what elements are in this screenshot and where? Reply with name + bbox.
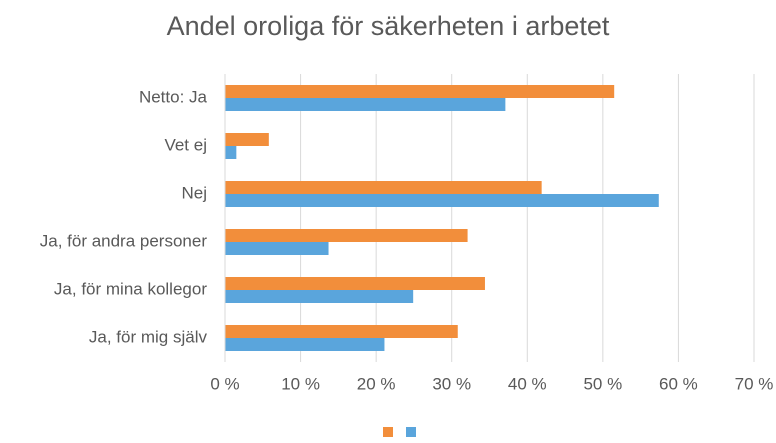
y-tick-label: Ja, för andra personer bbox=[40, 231, 208, 250]
y-tick-label: Netto: Ja bbox=[139, 87, 208, 106]
x-tick-label: 10 % bbox=[281, 374, 320, 393]
x-tick-label: 0 % bbox=[210, 374, 239, 393]
x-tick-label: 60 % bbox=[659, 374, 698, 393]
y-tick-label: Ja, för mina kollegor bbox=[54, 279, 207, 298]
y-tick-label: Ja, för mig själv bbox=[89, 327, 208, 346]
legend-swatch bbox=[406, 427, 416, 437]
legend-swatch bbox=[383, 427, 393, 437]
y-tick-label: Vet ej bbox=[164, 135, 207, 154]
bar bbox=[225, 98, 506, 111]
x-tick-label: 20 % bbox=[357, 374, 396, 393]
x-tick-label: 50 % bbox=[583, 374, 622, 393]
bar bbox=[225, 146, 237, 159]
bar bbox=[225, 85, 615, 98]
y-tick-label: Nej bbox=[181, 183, 207, 202]
x-tick-label: 70 % bbox=[735, 374, 774, 393]
bar bbox=[225, 325, 458, 338]
x-tick-label: 40 % bbox=[508, 374, 547, 393]
bar bbox=[225, 277, 485, 290]
chart-title: Andel oroliga för säkerheten i arbetet bbox=[167, 11, 610, 41]
bar bbox=[225, 194, 659, 207]
bar bbox=[225, 229, 468, 242]
bar bbox=[225, 133, 269, 146]
bar bbox=[225, 242, 329, 255]
bar bbox=[225, 290, 414, 303]
bar bbox=[225, 181, 542, 194]
bar bbox=[225, 338, 385, 351]
x-tick-label: 30 % bbox=[432, 374, 471, 393]
